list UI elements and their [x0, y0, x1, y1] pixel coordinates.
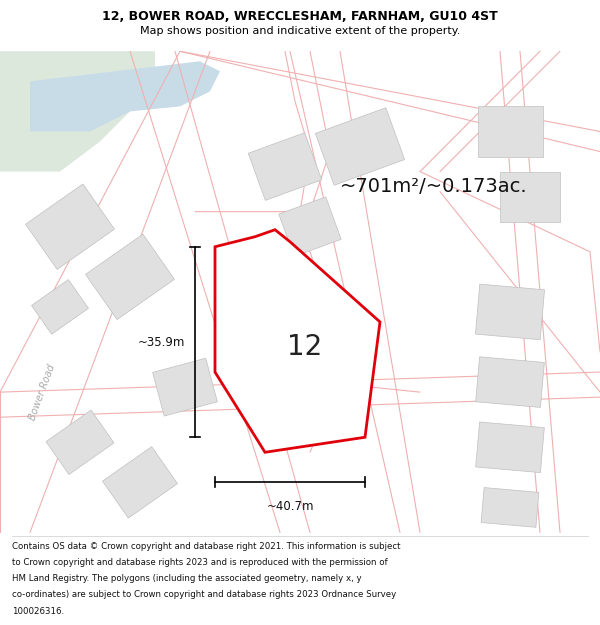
Bar [279, 197, 341, 256]
Bar [26, 184, 115, 269]
Text: to Crown copyright and database rights 2023 and is reproduced with the permissio: to Crown copyright and database rights 2… [12, 558, 388, 567]
Bar [478, 106, 542, 156]
Bar [103, 447, 178, 518]
Bar [500, 171, 560, 222]
Text: 100026316.: 100026316. [12, 606, 64, 616]
Bar [86, 234, 175, 319]
Bar [475, 284, 545, 340]
Text: HM Land Registry. The polygons (including the associated geometry, namely x, y: HM Land Registry. The polygons (includin… [12, 574, 362, 583]
Bar [152, 358, 217, 416]
Text: ~40.7m: ~40.7m [266, 501, 314, 513]
Text: Bower Road: Bower Road [27, 362, 57, 421]
Text: Map shows position and indicative extent of the property.: Map shows position and indicative extent… [140, 26, 460, 36]
Text: Contains OS data © Crown copyright and database right 2021. This information is : Contains OS data © Crown copyright and d… [12, 542, 401, 551]
Text: ~701m²/~0.173ac.: ~701m²/~0.173ac. [340, 177, 527, 196]
Bar [46, 410, 114, 474]
Bar [481, 488, 539, 528]
Polygon shape [0, 51, 155, 171]
Bar [316, 107, 404, 185]
Bar [32, 279, 88, 334]
Polygon shape [215, 230, 380, 452]
Text: co-ordinates) are subject to Crown copyright and database rights 2023 Ordnance S: co-ordinates) are subject to Crown copyr… [12, 590, 396, 599]
Polygon shape [30, 61, 220, 131]
Bar [476, 357, 544, 408]
Text: 12: 12 [287, 333, 323, 361]
Bar [476, 422, 544, 472]
Text: 12, BOWER ROAD, WRECCLESHAM, FARNHAM, GU10 4ST: 12, BOWER ROAD, WRECCLESHAM, FARNHAM, GU… [102, 10, 498, 23]
Text: ~35.9m: ~35.9m [137, 336, 185, 349]
Bar [248, 132, 322, 201]
